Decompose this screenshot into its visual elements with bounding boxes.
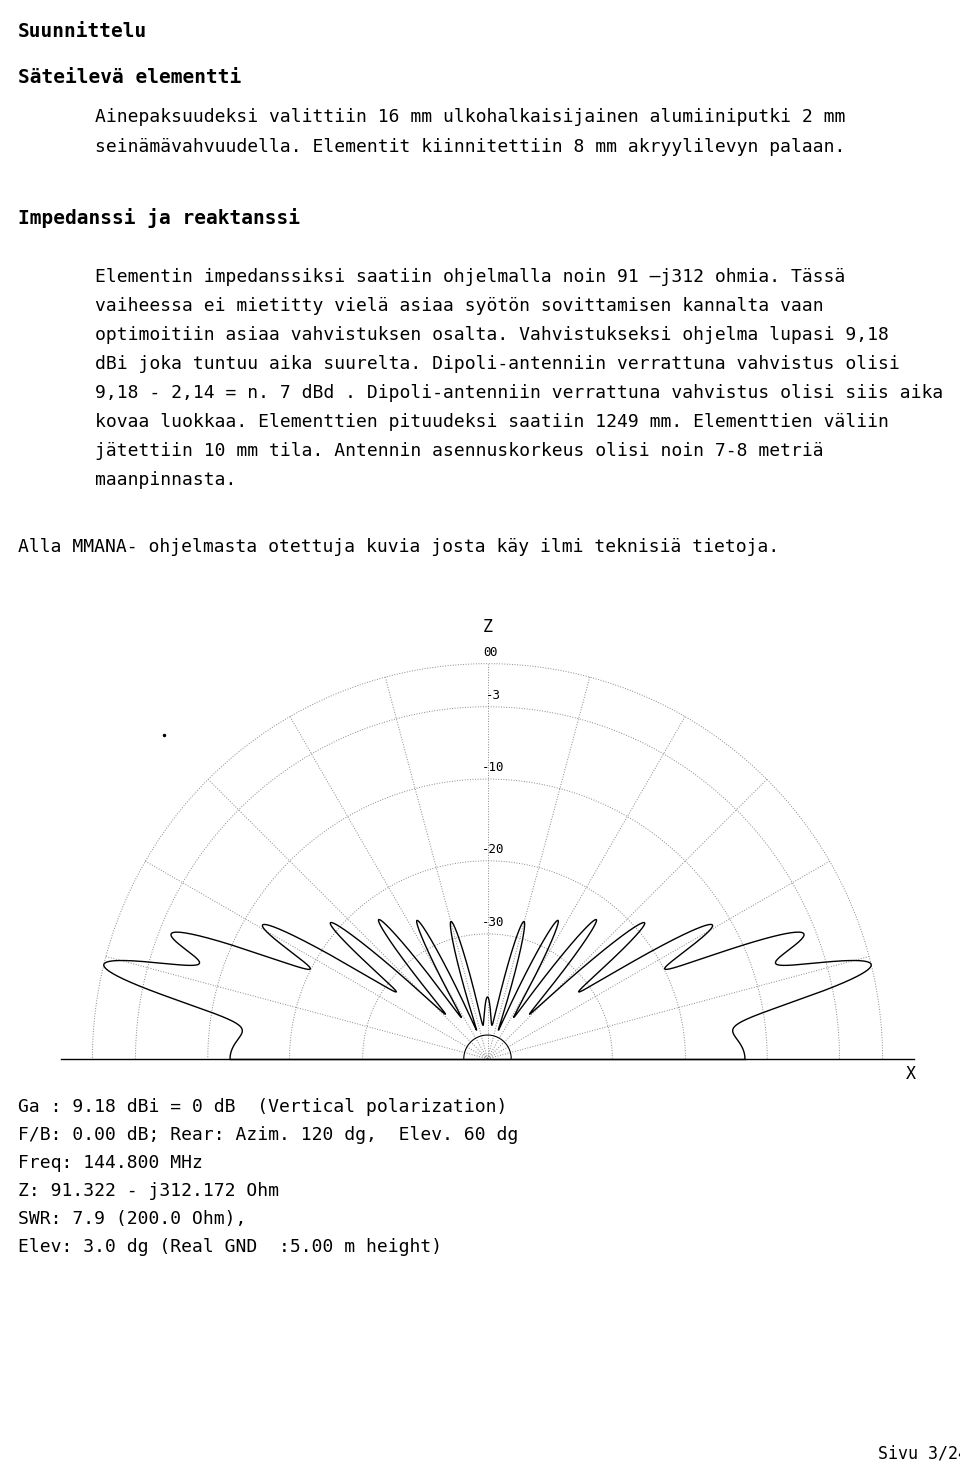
- Text: F/B: 0.00 dB; Rear: Azim. 120 dg,  Elev. 60 dg: F/B: 0.00 dB; Rear: Azim. 120 dg, Elev. …: [18, 1125, 518, 1145]
- Text: optimoitiin asiaa vahvistuksen osalta. Vahvistukseksi ohjelma lupasi 9,18: optimoitiin asiaa vahvistuksen osalta. V…: [95, 326, 889, 344]
- Text: Impedanssi ja reaktanssi: Impedanssi ja reaktanssi: [18, 208, 300, 229]
- Text: jätettiin 10 mm tila. Antennin asennuskorkeus olisi noin 7-8 metriä: jätettiin 10 mm tila. Antennin asennusko…: [95, 442, 824, 460]
- Text: Ainepaksuudeksi valittiin 16 mm ulkohalkaisijainen alumiiniputki 2 mm: Ainepaksuudeksi valittiin 16 mm ulkohalk…: [95, 108, 846, 125]
- Text: Freq: 144.800 MHz: Freq: 144.800 MHz: [18, 1153, 203, 1173]
- Text: SWR: 7.9 (200.0 Ohm),: SWR: 7.9 (200.0 Ohm),: [18, 1210, 247, 1229]
- Text: Suunnittelu: Suunnittelu: [18, 22, 147, 41]
- Text: Elementin impedanssiksi saatiin ohjelmalla noin 91 –j312 ohmia. Tässä: Elementin impedanssiksi saatiin ohjelmal…: [95, 268, 846, 286]
- Text: Elev: 3.0 dg (Real GND  :5.00 m height): Elev: 3.0 dg (Real GND :5.00 m height): [18, 1238, 443, 1257]
- Text: Alla MMANA- ohjelmasta otettuja kuvia josta käy ilmi teknisiä tietoja.: Alla MMANA- ohjelmasta otettuja kuvia jo…: [18, 538, 780, 556]
- Text: vaiheessa ei mietitty vielä asiaa syötön sovittamisen kannalta vaan: vaiheessa ei mietitty vielä asiaa syötön…: [95, 296, 824, 316]
- Text: Ga : 9.18 dBi = 0 dB  (Vertical polarization): Ga : 9.18 dBi = 0 dB (Vertical polarizat…: [18, 1097, 508, 1117]
- Text: Z: Z: [483, 618, 492, 636]
- Text: dBi joka tuntuu aika suurelta. Dipoli-antenniin verrattuna vahvistus olisi: dBi joka tuntuu aika suurelta. Dipoli-an…: [95, 355, 900, 373]
- Text: -30: -30: [482, 916, 505, 929]
- Text: X: X: [906, 1065, 916, 1083]
- Text: 0: 0: [490, 646, 497, 659]
- Text: Sivu 3/24: Sivu 3/24: [878, 1446, 960, 1463]
- Text: 9,18 - 2,14 = n. 7 dBd . Dipoli-antenniin verrattuna vahvistus olisi siis aika: 9,18 - 2,14 = n. 7 dBd . Dipoli-antennii…: [95, 384, 944, 403]
- Text: kovaa luokkaa. Elementtien pituudeksi saatiin 1249 mm. Elementtien väliin: kovaa luokkaa. Elementtien pituudeksi sa…: [95, 413, 889, 431]
- Text: maanpinnasta.: maanpinnasta.: [95, 471, 236, 490]
- Text: -10: -10: [482, 761, 505, 774]
- Text: seinämävahvuudella. Elementit kiinnitettiin 8 mm akryylilevyn palaan.: seinämävahvuudella. Elementit kiinnitett…: [95, 139, 846, 156]
- Text: -20: -20: [482, 844, 505, 856]
- Text: Säteilevä elementti: Säteilevä elementti: [18, 68, 241, 87]
- Text: 0: 0: [484, 646, 492, 659]
- Text: Z: 91.322 - j312.172 Ohm: Z: 91.322 - j312.172 Ohm: [18, 1181, 279, 1201]
- Text: -3: -3: [486, 689, 501, 702]
